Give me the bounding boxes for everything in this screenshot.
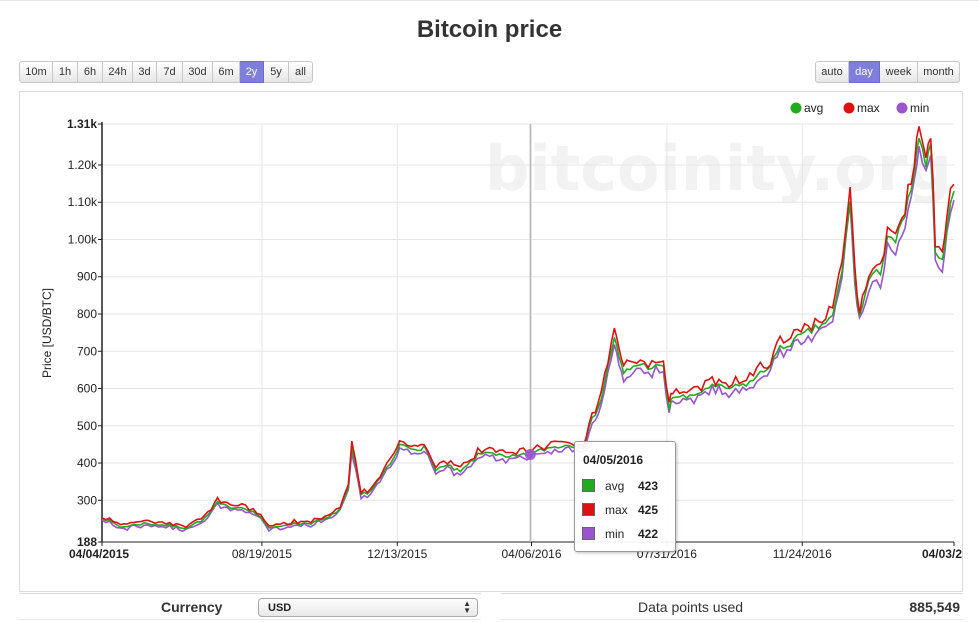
timespan-button-6h[interactable]: 6h (78, 61, 103, 83)
y-tick-label: 400 (77, 456, 97, 470)
footer-divider-left (19, 593, 481, 594)
tooltip-value-max: 425 (638, 503, 659, 517)
price-chart[interactable]: bitcoinity.org 188 300 400 500 600 700 800 900 1.… (20, 92, 962, 591)
legend-label-max: max (857, 101, 880, 115)
tooltip-label-min: min (605, 527, 625, 541)
y-tick-label: 800 (77, 307, 97, 321)
timespan-button-1h[interactable]: 1h (53, 61, 78, 83)
x-tick-label: 04/03/2 (922, 547, 962, 561)
tooltip-row-max: max 425 (582, 502, 672, 518)
tooltip-swatch-avg (582, 479, 595, 492)
y-tick-label: 500 (77, 419, 97, 433)
currency-select[interactable]: USD ▲ ▼ (258, 598, 478, 617)
timespan-button-7d[interactable]: 7d (157, 61, 183, 83)
datapoints-label: Data points used (638, 599, 744, 615)
y-tick-label: 1.10k (68, 195, 98, 209)
x-tick-label: 04/04/2015 (69, 547, 129, 561)
y-tick-label: 700 (77, 344, 97, 358)
resolution-button-auto[interactable]: auto (815, 61, 849, 83)
tooltip-value-min: 422 (638, 527, 659, 541)
tooltip-swatch-max (582, 503, 595, 516)
timespan-button-30d[interactable]: 30d (183, 61, 213, 83)
y-tick-label: 1.31k (67, 117, 97, 131)
currency-select-value: USD (268, 602, 292, 614)
y-tick-label: 600 (77, 382, 97, 396)
tooltip-date: 04/05/2016 (583, 453, 644, 467)
y-tick-label: 1.00k (68, 232, 98, 246)
timespan-button-all[interactable]: all (289, 61, 313, 83)
tooltip-row-avg: avg 423 (582, 478, 672, 494)
chart-tooltip: 04/05/2016 avg 423 max 425 min 422 (574, 441, 676, 552)
tooltip-value-avg: 423 (638, 479, 659, 493)
tooltip-swatch-min (582, 527, 595, 540)
y-tick-label: 300 (77, 493, 97, 507)
timespan-button-24h[interactable]: 24h (103, 61, 133, 83)
legend-marker-max (843, 102, 855, 114)
y-tick-label: 188 (77, 535, 97, 549)
datapoints-value: 885,549 (909, 599, 960, 615)
tooltip-label-max: max (605, 503, 628, 517)
x-tick-label: 08/19/2015 (232, 547, 292, 561)
x-tick-label: 04/06/2016 (501, 547, 561, 561)
legend-label-min: min (910, 101, 929, 115)
chart-panel: bitcoinity.org 188 300 400 500 600 700 800 900 1.… (19, 91, 963, 592)
legend-label-avg: avg (804, 101, 823, 115)
x-tick-label: 12/13/2015 (367, 547, 427, 561)
timespan-button-5y[interactable]: 5y (264, 61, 289, 83)
legend-marker-avg (790, 102, 802, 114)
resolution-selector: auto day week month (815, 61, 960, 83)
timespan-button-6m[interactable]: 6m (213, 61, 240, 83)
resolution-button-day[interactable]: day (849, 61, 880, 83)
series-line-avg (101, 138, 955, 530)
top-divider (0, 0, 979, 1)
footer-divider-right-bottom (501, 619, 963, 620)
x-tick-label: 11/24/2016 (773, 547, 832, 561)
select-arrows-icon: ▲ ▼ (463, 599, 471, 615)
footer-divider-left-bottom (19, 619, 481, 620)
resolution-button-week[interactable]: week (880, 61, 918, 83)
resolution-button-month[interactable]: month (918, 61, 960, 83)
tooltip-label-avg: avg (605, 479, 625, 493)
series-line-max (101, 126, 955, 529)
y-axis-label: Price [USD/BTC] (40, 288, 54, 378)
timespan-button-10m[interactable]: 10m (19, 61, 53, 83)
timespan-selector: 10m 1h 6h 24h 3d 7d 30d 6m 2y 5y all (19, 61, 313, 83)
currency-label: Currency (161, 599, 223, 615)
hover-point (524, 448, 536, 460)
timespan-button-2y[interactable]: 2y (240, 61, 264, 83)
series-line-min (101, 146, 955, 533)
y-tick-label: 1.20k (68, 158, 98, 172)
timespan-button-3d[interactable]: 3d (133, 61, 157, 83)
watermark-text: bitcoinity.org (485, 132, 952, 205)
tooltip-row-min: min 422 (582, 526, 672, 542)
y-tick-label: 900 (77, 270, 97, 284)
footer-divider-right (501, 593, 963, 594)
page-title: Bitcoin price (416, 16, 563, 43)
legend-marker-min (896, 102, 908, 114)
